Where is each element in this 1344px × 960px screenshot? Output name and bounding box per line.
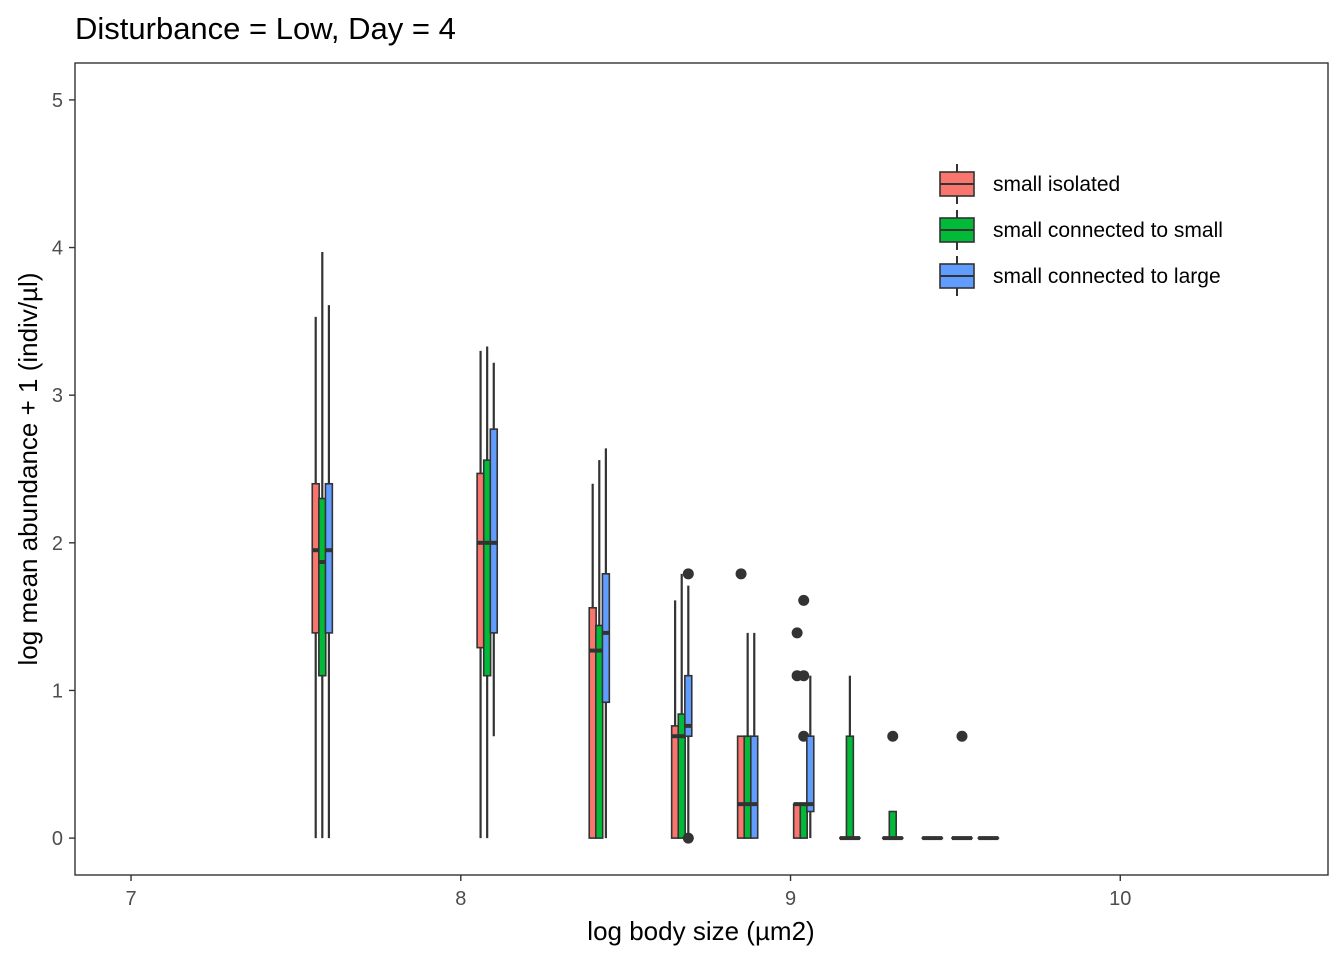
- box-small-connected-to-small: [888, 810, 898, 839]
- legend-label-small-connected-to-small: small connected to small: [993, 219, 1223, 242]
- box-small-connected-to-large: [684, 674, 693, 738]
- y-tick-label: 0: [52, 828, 63, 850]
- outlier-point-small-isolated: [735, 568, 747, 580]
- y-tick-label: 5: [52, 90, 63, 112]
- x-tick-label: 7: [125, 888, 136, 910]
- box-small-connected-to-large: [489, 428, 499, 634]
- y-axis-title: log mean abundance + 1 (indiv/µl): [13, 273, 43, 666]
- y-tick-label: 2: [52, 533, 63, 555]
- outlier-point-small-isolated: [791, 627, 803, 639]
- outlier-point-small-connected-to-small: [956, 730, 968, 742]
- box-small-connected-to-small: [677, 713, 686, 839]
- box-small-connected-to-small: [845, 735, 855, 839]
- outlier-point-small-connected-to-large: [682, 832, 694, 844]
- x-tick-label: 9: [785, 888, 796, 910]
- outlier-point-small-connected-to-small: [798, 670, 810, 682]
- y-axis: 0 1 2 3 4 5: [52, 90, 75, 850]
- legend-label-small-connected-to-large: small connected to large: [993, 265, 1221, 288]
- y-tick-label: 1: [52, 680, 63, 702]
- legend-label-small-isolated: small isolated: [993, 173, 1120, 196]
- box-small-connected-to-large: [324, 482, 334, 634]
- chart-marks: [311, 251, 1000, 844]
- outlier-point-small-connected-to-small: [798, 594, 810, 606]
- chart-title: Disturbance = Low, Day = 4: [75, 11, 456, 46]
- y-tick-label: 3: [52, 385, 63, 407]
- x-axis-title: log body size (µm2): [587, 916, 814, 946]
- x-axis: 7 8 9 10: [125, 875, 1131, 910]
- outlier-point-small-connected-to-small: [887, 730, 899, 742]
- legend: small isolated small connected to small sm…: [939, 164, 1223, 296]
- y-tick-label: 4: [52, 238, 63, 260]
- x-tick-label: 10: [1109, 888, 1131, 910]
- x-tick-label: 8: [455, 888, 466, 910]
- outlier-point-small-connected-to-large: [682, 568, 694, 580]
- plot-panel: [74, 62, 1329, 876]
- box-small-connected-to-large: [806, 735, 815, 813]
- box-small-connected-to-small: [595, 624, 604, 839]
- box-small-connected-to-large: [749, 735, 759, 839]
- box-small-connected-to-large: [601, 573, 611, 704]
